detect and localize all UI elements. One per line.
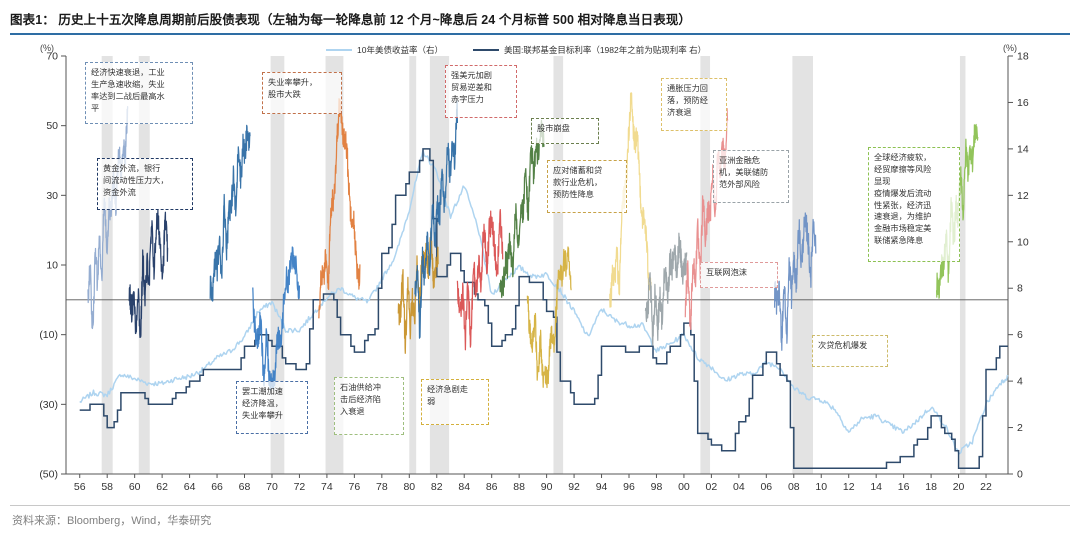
x-axis-tick-label: 10 (815, 481, 827, 493)
recession-band (792, 56, 814, 474)
chart-annotation-a2: 黄金外流，银行 间流动性压力大， 资金外流 (97, 158, 193, 210)
legend-label-fed-funds-rate: 美国:联邦基金目标利率（1982年之前为贴现利率 右） (503, 45, 707, 55)
page-title: 图表1： 历史上十五次降息周期前后股债表现（左轴为每一轮降息前 12 个月~降息… (10, 12, 692, 27)
x-axis-tick-label: 06 (760, 481, 772, 493)
recession-band (553, 56, 564, 474)
left-axis-tick-label: 70 (46, 51, 58, 63)
x-axis-tick-label: 78 (376, 481, 388, 493)
right-axis-tick-label: 2 (1017, 422, 1023, 434)
legend-item-treasury-yield: 10年美债收益率（右） (326, 44, 443, 56)
recession-band (959, 56, 966, 474)
chart-annotation-a6: 应对储蓄和贷 款行业危机， 预防性降息 (547, 160, 627, 213)
recession-band (270, 56, 285, 474)
x-axis-tick-label: 68 (239, 481, 251, 493)
chart-annotation-a7: 通胀压力回 落，预防经 济衰退 (661, 78, 727, 131)
x-axis-tick-label: 70 (266, 481, 278, 493)
recession-band (325, 56, 344, 474)
x-axis-tick-label: 72 (294, 481, 306, 493)
x-axis-tick-label: 86 (486, 481, 498, 493)
left-axis-tick-label: 30 (46, 190, 58, 202)
right-axis-tick-label: 14 (1017, 143, 1029, 155)
x-axis-tick-label: 92 (568, 481, 580, 493)
series-fed-funds-target-rate (79, 148, 1008, 469)
right-axis-unit: (%) (1003, 43, 1017, 53)
series-sp500-episode (414, 100, 459, 339)
x-axis-tick-label: 18 (925, 481, 937, 493)
series-sp500-episode (644, 232, 688, 346)
left-axis-tick-label: 50 (46, 120, 58, 132)
legend-swatch-fed-funds-rate (472, 48, 499, 52)
footer-divider (10, 505, 1070, 506)
x-axis-tick-label: 66 (211, 481, 223, 493)
left-axis-tick-label: (30) (39, 399, 58, 411)
chart-annotation-a9: 互联网泡沫 (700, 262, 778, 288)
right-axis-tick-label: 6 (1017, 329, 1023, 341)
right-axis-tick-label: 12 (1017, 190, 1029, 202)
left-axis-tick-label: (50) (39, 469, 58, 481)
x-axis-tick-label: 88 (513, 481, 525, 493)
x-axis-tick-label: 58 (101, 481, 113, 493)
chart-annotation-a4: 强美元加剧 贸易逆差和 赤字压力 (445, 65, 517, 118)
left-axis-tick-label: (10) (39, 329, 58, 341)
series-sp500-episode (456, 208, 504, 351)
x-axis-tick-label: 64 (184, 481, 196, 493)
chart-annotation-a13: 经济急剧走 弱 (421, 379, 489, 425)
right-axis-tick-label: 16 (1017, 97, 1029, 109)
x-axis-tick-label: 56 (74, 481, 86, 493)
right-axis-tick-label: 4 (1017, 376, 1023, 388)
chart-annotation-a11: 罢工潮加速 经济降温， 失业率攀升 (236, 381, 308, 434)
chart-annotation-a5: 股市崩盘 (531, 118, 599, 144)
chart-annotation-a3: 失业率攀升， 股市大跌 (262, 72, 342, 114)
x-axis-tick-label: 90 (541, 481, 553, 493)
x-axis-tick-label: 14 (870, 481, 882, 493)
x-axis-tick-label: 22 (980, 481, 992, 493)
chart-annotation-a8: 亚洲金融危 机，美联储防 范外部风险 (713, 150, 789, 203)
title-divider (10, 33, 1070, 35)
left-axis-tick-label: 10 (46, 260, 58, 272)
x-axis-tick-label: 74 (321, 481, 333, 493)
x-axis-tick-label: 08 (788, 481, 800, 493)
x-axis-tick-label: 20 (953, 481, 965, 493)
recession-band (409, 56, 417, 474)
x-axis-tick-label: 84 (458, 481, 470, 493)
recession-band (429, 56, 450, 474)
x-axis-tick-label: 04 (733, 481, 745, 493)
series-sp500-episode (128, 209, 169, 339)
source-note: 资料来源：Bloomberg，Wind，华泰研究 (12, 515, 212, 527)
series-sp500-episode (209, 124, 251, 302)
x-axis-tick-label: 94 (596, 481, 608, 493)
series-sp500-episode (526, 246, 572, 389)
legend-item-fed-funds-rate: 美国:联邦基金目标利率（1982年之前为贴现利率 右） (472, 44, 707, 56)
series-10y-treasury-yield (79, 149, 1009, 455)
chart-annotation-a10: 全球经济疲软， 经贸摩擦等风险 显现 疫情爆发后流动 性紧张，经济迅 速衰退，为… (868, 147, 960, 262)
recession-band (138, 56, 150, 474)
x-axis-tick-label: 82 (431, 481, 443, 493)
x-axis-tick-label: 60 (129, 481, 141, 493)
legend-label-treasury-yield: 10年美债收益率（右） (357, 45, 443, 55)
x-axis-tick-label: 00 (678, 481, 690, 493)
chart-annotation-a1: 经济快速衰退，工业 生产急速收缩，失业 率达到二战后最高水 平 (85, 62, 193, 124)
x-axis-tick-label: 76 (349, 481, 361, 493)
series-sp500-episode (252, 246, 301, 391)
legend-swatch-treasury-yield (326, 48, 352, 52)
recession-band (101, 56, 113, 474)
chart-annotation-a14: 次贷危机爆发 (812, 335, 888, 367)
right-axis-tick-label: 0 (1017, 469, 1023, 481)
x-axis-tick-label: 12 (843, 481, 855, 493)
x-axis-tick-label: 98 (651, 481, 663, 493)
x-axis-tick-label: 96 (623, 481, 635, 493)
right-axis-tick-label: 18 (1017, 51, 1029, 63)
x-axis-tick-label: 62 (156, 481, 168, 493)
right-axis-tick-label: 10 (1017, 236, 1029, 248)
series-sp500-episode (609, 92, 652, 308)
left-axis-unit: (%) (40, 43, 54, 53)
series-sp500-episode (773, 212, 817, 351)
chart-title-bar: 图表1： 历史上十五次降息周期前后股债表现（左轴为每一轮降息前 12 个月~降息… (0, 0, 1080, 36)
x-axis-tick-label: 80 (403, 481, 415, 493)
chart-legend: 10年美债收益率（右） 美国:联邦基金目标利率（1982年之前为贴现利率 右） (326, 44, 706, 56)
chart-annotation-a12: 石油供给冲 击后经济陷 入衰退 (334, 377, 404, 435)
right-axis-tick-label: 8 (1017, 283, 1023, 295)
x-axis-tick-label: 16 (898, 481, 910, 493)
x-axis-tick-label: 02 (706, 481, 718, 493)
